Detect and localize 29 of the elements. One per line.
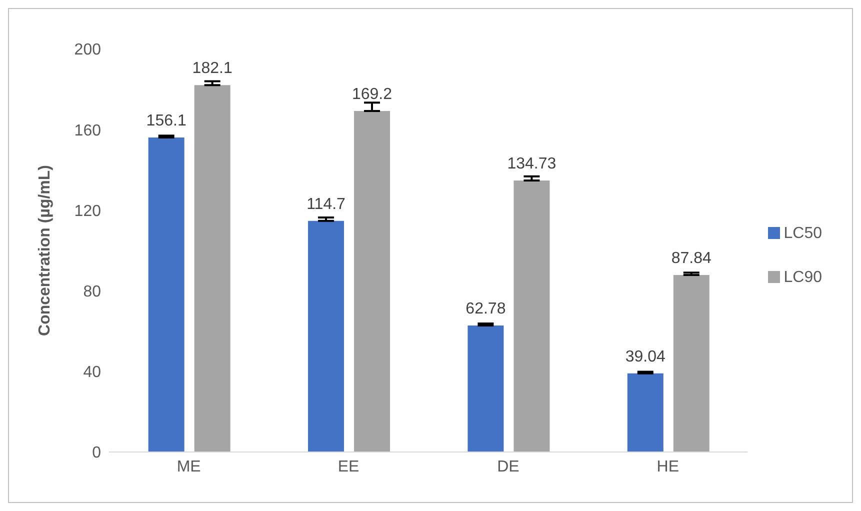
legend-label: LC90 <box>784 268 822 286</box>
bar <box>673 275 710 452</box>
x-tick-label: DE <box>497 458 520 476</box>
y-tick-label: 80 <box>83 283 102 300</box>
data-label: 87.84 <box>671 250 712 267</box>
bar <box>308 220 344 452</box>
data-label: 114.7 <box>306 196 346 213</box>
bar <box>514 180 550 452</box>
legend-label: LC50 <box>784 224 822 242</box>
y-axis-title: Concentration (µg/mL) <box>36 165 54 336</box>
y-tick-label: 0 <box>92 444 102 462</box>
bar <box>354 111 390 452</box>
bar <box>148 137 184 452</box>
y-tick-label: 40 <box>83 364 102 382</box>
bar <box>468 326 504 452</box>
data-label: 169.2 <box>352 86 392 104</box>
x-tick-label: ME <box>176 458 201 476</box>
data-label: 134.73 <box>507 156 556 173</box>
data-label: 62.78 <box>466 300 506 318</box>
bar <box>194 85 230 452</box>
y-tick-label: 200 <box>74 42 102 59</box>
y-tick-label: 120 <box>74 202 102 220</box>
y-tick-label: 160 <box>74 122 102 140</box>
data-label: 182.1 <box>192 60 232 78</box>
bar <box>627 373 664 452</box>
x-tick-label: EE <box>338 458 360 476</box>
data-label: 156.1 <box>146 112 186 130</box>
x-tick-label: HE <box>656 458 680 476</box>
data-label: 39.04 <box>625 348 666 366</box>
